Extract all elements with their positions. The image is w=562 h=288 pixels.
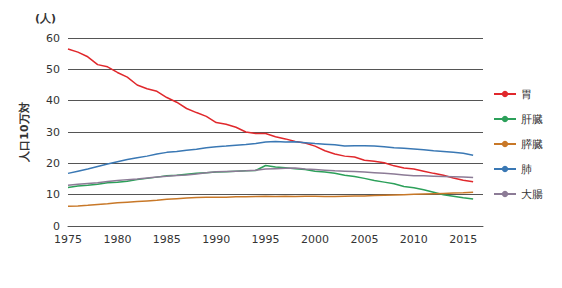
svg-text:肺: 肺 — [521, 163, 532, 176]
svg-text:40: 40 — [46, 94, 60, 107]
svg-text:1985: 1985 — [153, 233, 181, 246]
svg-text:2010: 2010 — [400, 233, 428, 246]
svg-text:1975: 1975 — [54, 233, 82, 246]
svg-text:50: 50 — [46, 63, 60, 76]
svg-text:(人): (人) — [35, 12, 56, 25]
svg-text:膵臓: 膵臓 — [521, 138, 543, 151]
svg-text:胃: 胃 — [521, 88, 532, 101]
svg-text:20: 20 — [46, 157, 60, 170]
svg-text:2015: 2015 — [449, 233, 477, 246]
svg-text:1990: 1990 — [202, 233, 230, 246]
svg-text:0: 0 — [53, 220, 60, 233]
svg-text:2000: 2000 — [301, 233, 329, 246]
svg-text:2005: 2005 — [350, 233, 378, 246]
svg-text:10: 10 — [46, 188, 60, 201]
svg-text:大腸: 大腸 — [521, 188, 543, 201]
svg-text:1995: 1995 — [252, 233, 280, 246]
svg-text:60: 60 — [46, 32, 60, 45]
svg-text:肝臓: 肝臓 — [521, 113, 543, 126]
svg-text:30: 30 — [46, 126, 60, 139]
svg-text:人口10万対: 人口10万対 — [18, 102, 31, 162]
svg-text:1980: 1980 — [103, 233, 131, 246]
